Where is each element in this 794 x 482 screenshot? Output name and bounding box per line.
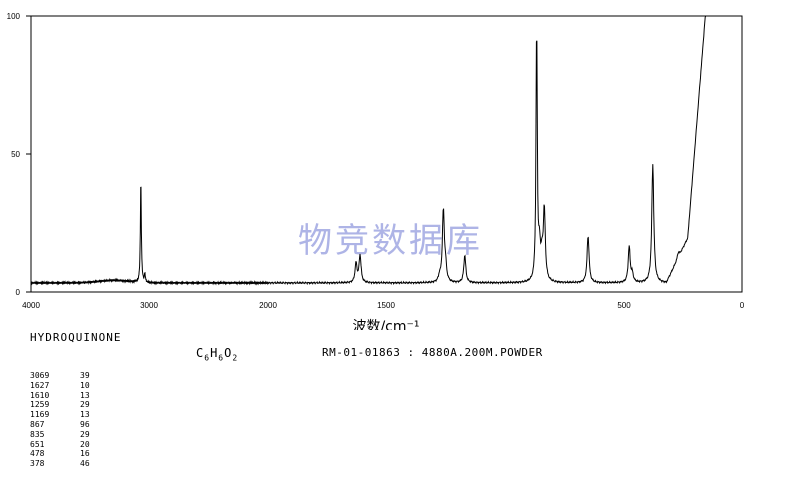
peak-intensity: 46 (80, 459, 90, 469)
formula-subscript: 6 (204, 353, 211, 363)
peak-wavenumber: 1259 (30, 400, 50, 410)
peak-intensity: 13 (80, 410, 90, 420)
peak-point (140, 183, 142, 185)
peak-intensity: 39 (80, 371, 90, 380)
peak-wavenumber: 651 (30, 439, 45, 449)
peak-row: 1610 13 (30, 391, 90, 401)
formula-subscript: 6 (218, 353, 225, 363)
peak-row: 867 96 (30, 420, 90, 430)
peak-row: 1259 29 (30, 400, 90, 410)
peak-wavenumber: 478 (30, 449, 45, 459)
peak-intensity: 20 (80, 439, 90, 449)
peak-row: 1169 13 (30, 410, 90, 420)
peak-intensity: 29 (80, 429, 90, 439)
formula-element: O (224, 346, 233, 360)
peak-intensity: 29 (80, 400, 90, 410)
peak-intensity: 96 (80, 419, 90, 429)
spectrum-chart: 物竞数据库 100 50 0 4000 3000 2000 1500 500 0… (7, 12, 745, 330)
y-tick-label: 0 (16, 288, 21, 297)
watermark-text: 物竞数据库 (298, 221, 483, 261)
peak-wavenumber: 835 (30, 429, 45, 439)
x-axis-label: 波数/cm⁻¹ (352, 319, 419, 330)
spectrum-line (30, 15, 714, 286)
formula-subscript: 2 (232, 353, 239, 363)
measurement-info: RM-01-01863 : 4880A.200M.POWDER (322, 346, 543, 359)
peak-row: 478 16 (30, 449, 90, 459)
x-tick-label: 2000 (259, 301, 277, 310)
peak-row: 651 20 (30, 440, 90, 450)
peak-row: 3069 39 (30, 371, 90, 381)
y-tick-label: 50 (11, 150, 20, 159)
x-tick-label: 4000 (22, 301, 40, 310)
peak-intensity: 16 (80, 449, 90, 459)
formula-element: C (196, 346, 205, 360)
x-tick-label: 500 (617, 301, 631, 310)
compound-name: HYDROQUINONE (30, 331, 122, 344)
peak-row: 378 46 (30, 459, 90, 469)
peak-table: 3069 39 1627 10 1610 13 1259 29 1169 13 867 96… (30, 371, 90, 469)
molecular-formula: C6H6O2 (196, 346, 238, 362)
peak-row: 835 29 (30, 430, 90, 440)
peak-wavenumber: 1610 (30, 390, 50, 400)
peak-wavenumber: 378 (30, 459, 45, 469)
x-tick-label: 0 (740, 301, 745, 310)
peak-intensity: 10 (80, 380, 90, 390)
peak-wavenumber: 3069 (30, 371, 50, 380)
peak-wavenumber: 867 (30, 419, 45, 429)
x-tick-label: 1500 (377, 301, 395, 310)
peak-point (536, 26, 538, 28)
formula-element: H (210, 346, 219, 360)
x-tick-label: 3000 (140, 301, 158, 310)
peak-wavenumber: 1627 (30, 380, 50, 390)
y-tick-label: 100 (7, 12, 21, 21)
peak-wavenumber: 1169 (30, 410, 50, 420)
peak-row: 1627 10 (30, 381, 90, 391)
peak-intensity: 13 (80, 390, 90, 400)
